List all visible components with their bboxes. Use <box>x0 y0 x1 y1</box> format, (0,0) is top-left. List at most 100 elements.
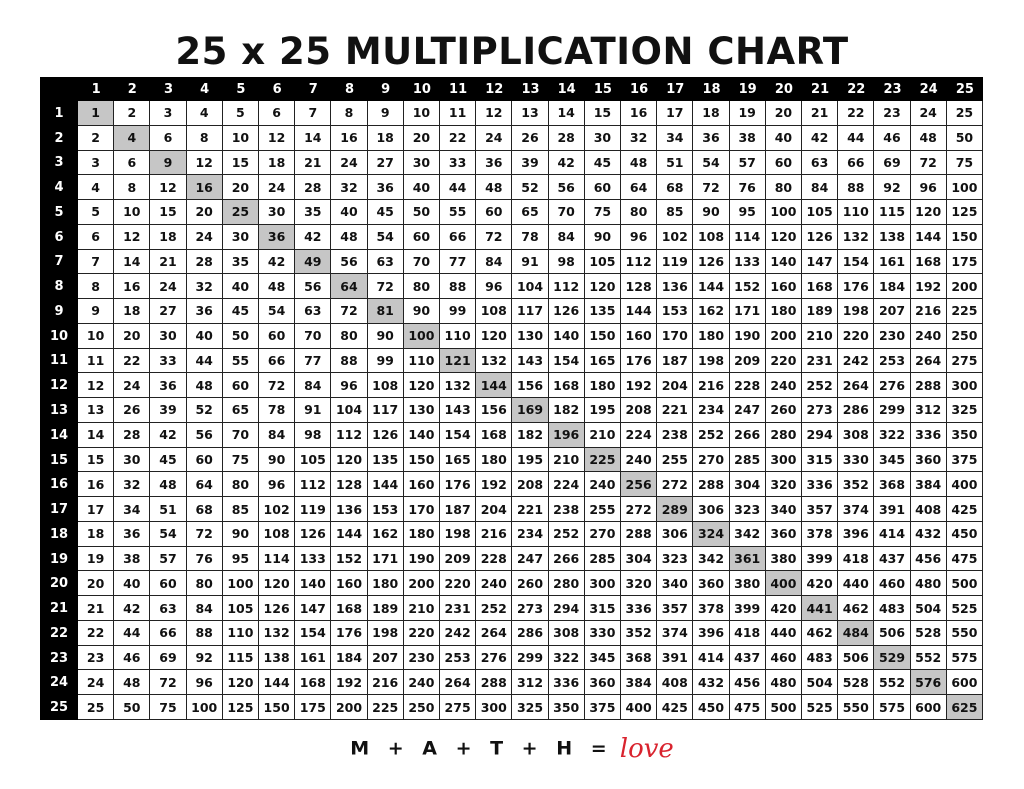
product-cell: 18 <box>367 125 404 151</box>
product-cell: 30 <box>403 150 440 176</box>
product-cell: 238 <box>548 497 585 522</box>
product-cell: 168 <box>548 373 585 399</box>
product-cell: 17 <box>78 497 115 522</box>
product-cell: 2 <box>78 125 115 151</box>
product-cell: 60 <box>186 447 223 473</box>
product-cell: 475 <box>729 695 766 720</box>
product-cell: 112 <box>331 422 368 448</box>
product-cell: 175 <box>295 695 332 720</box>
product-cell: 84 <box>802 175 839 201</box>
product-cell: 220 <box>765 348 802 374</box>
product-cell: 135 <box>367 447 404 473</box>
product-cell: 286 <box>838 398 875 423</box>
product-cell: 66 <box>150 620 187 646</box>
column-header: 23 <box>874 77 911 101</box>
product-cell: 304 <box>621 546 658 572</box>
product-cell: 54 <box>693 150 730 176</box>
product-cell: 322 <box>548 645 585 671</box>
product-cell: 12 <box>114 224 151 250</box>
product-cell: 187 <box>440 497 477 522</box>
product-cell: 150 <box>403 447 440 473</box>
product-cell: 228 <box>729 373 766 399</box>
product-cell: 70 <box>222 422 259 448</box>
product-cell: 247 <box>729 398 766 423</box>
product-cell: 240 <box>403 670 440 696</box>
product-cell: 85 <box>657 200 694 225</box>
product-cell: 418 <box>838 546 875 572</box>
product-cell: 27 <box>367 150 404 176</box>
square-cell: 169 <box>512 398 549 423</box>
product-cell: 34 <box>114 497 151 522</box>
product-cell: 60 <box>584 175 621 201</box>
square-cell: 49 <box>295 249 332 275</box>
product-cell: 126 <box>295 521 332 547</box>
product-cell: 175 <box>946 249 983 275</box>
product-cell: 15 <box>222 150 259 176</box>
product-cell: 120 <box>331 447 368 473</box>
product-cell: 480 <box>910 571 947 597</box>
product-cell: 266 <box>729 422 766 448</box>
product-cell: 253 <box>440 645 477 671</box>
product-cell: 42 <box>548 150 585 176</box>
product-cell: 120 <box>910 200 947 225</box>
product-cell: 63 <box>367 249 404 275</box>
product-cell: 18 <box>78 521 115 547</box>
product-cell: 144 <box>259 670 296 696</box>
product-cell: 114 <box>729 224 766 250</box>
product-cell: 24 <box>259 175 296 201</box>
product-cell: 78 <box>259 398 296 423</box>
product-cell: 119 <box>657 249 694 275</box>
product-cell: 204 <box>657 373 694 399</box>
product-cell: 36 <box>476 150 513 176</box>
product-cell: 30 <box>150 323 187 349</box>
product-cell: 294 <box>802 422 839 448</box>
product-cell: 18 <box>693 101 730 126</box>
product-cell: 120 <box>259 571 296 597</box>
product-cell: 195 <box>584 398 621 423</box>
product-cell: 208 <box>621 398 658 423</box>
product-cell: 192 <box>621 373 658 399</box>
product-cell: 22 <box>838 101 875 126</box>
product-cell: 112 <box>295 472 332 498</box>
column-header: 5 <box>222 77 259 101</box>
product-cell: 275 <box>440 695 477 720</box>
product-cell: 115 <box>874 200 911 225</box>
row-header: 21 <box>40 596 78 621</box>
product-cell: 270 <box>693 447 730 473</box>
product-cell: 72 <box>367 274 404 300</box>
product-cell: 272 <box>621 497 658 522</box>
product-cell: 425 <box>946 497 983 522</box>
product-cell: 325 <box>512 695 549 720</box>
product-cell: 132 <box>259 620 296 646</box>
product-cell: 152 <box>729 274 766 300</box>
product-cell: 420 <box>802 571 839 597</box>
product-cell: 14 <box>78 422 115 448</box>
product-cell: 350 <box>946 422 983 448</box>
row-header: 24 <box>40 670 78 696</box>
product-cell: 28 <box>548 125 585 151</box>
product-cell: 162 <box>693 299 730 324</box>
product-cell: 375 <box>584 695 621 720</box>
product-cell: 255 <box>584 497 621 522</box>
product-cell: 6 <box>150 125 187 151</box>
square-cell: 529 <box>874 645 911 671</box>
product-cell: 45 <box>584 150 621 176</box>
product-cell: 132 <box>440 373 477 399</box>
product-cell: 247 <box>512 546 549 572</box>
product-cell: 220 <box>403 620 440 646</box>
product-cell: 184 <box>874 274 911 300</box>
product-cell: 384 <box>621 670 658 696</box>
product-cell: 95 <box>222 546 259 572</box>
product-cell: 25 <box>946 101 983 126</box>
product-cell: 312 <box>512 670 549 696</box>
product-cell: 40 <box>186 323 223 349</box>
product-cell: 300 <box>584 571 621 597</box>
column-header: 19 <box>729 77 766 101</box>
column-header: 21 <box>802 77 839 101</box>
product-cell: 228 <box>476 546 513 572</box>
product-cell: 100 <box>765 200 802 225</box>
square-cell: 1 <box>78 101 115 126</box>
product-cell: 204 <box>476 497 513 522</box>
product-cell: 266 <box>548 546 585 572</box>
row-header: 25 <box>40 695 78 720</box>
